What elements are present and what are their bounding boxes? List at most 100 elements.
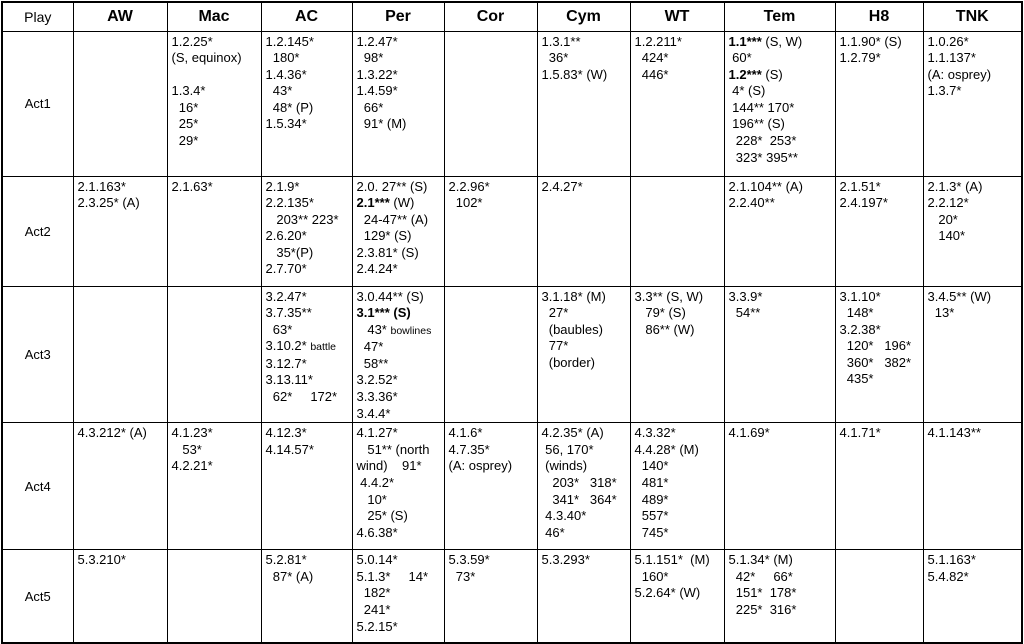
cell-Act1-Cym: 1.3.1** 36* 1.5.83* (W) <box>536 30 631 177</box>
table-row-Act5: Act5 5.3.210* 5.2.81* 87* (A) 5.0.14* 5.1.3*… <box>1 549 1023 644</box>
reference-line: 3.4.5** (W) <box>927 288 992 304</box>
column-header-Tem: Tem <box>723 1 836 32</box>
reference-line: 77* <box>541 338 569 354</box>
reference-line: 1.2.79* <box>839 50 881 66</box>
cell-Act4-H8: 4.1.71* <box>834 422 924 551</box>
table-row-Act3: Act3 3.2.47* 3.7.35** 63* 3.10.2* battle 3.1… <box>1 285 1023 424</box>
reference-line: 424* <box>634 50 669 66</box>
reference-line: (A: osprey) <box>448 458 513 474</box>
reference-line: 180* <box>265 50 300 66</box>
cell-Act3-Per: 3.0.44** (S) 3.1*** (S) 43* bowlines 47* … <box>351 285 445 424</box>
cell-Act3-Mac <box>166 285 262 424</box>
reference-line: 3.12.7* <box>265 355 307 371</box>
reference-line: 4.2.21* <box>171 458 213 474</box>
reference-line: 3.2.47* <box>265 288 307 304</box>
reference-line: 360* 382* <box>839 354 912 370</box>
reference-line: 5.3.293* <box>541 552 590 568</box>
reference-line: 1.1.90* (S) <box>839 33 902 49</box>
row-label-Act1: Act1 <box>1 30 74 177</box>
reference-line: 1.2*** (S) <box>728 66 783 82</box>
cell-Act2-Mac: 2.1.63* <box>166 175 262 287</box>
cell-Act5-Mac <box>166 549 262 644</box>
table-row-Act4: Act4 4.3.212* (A) 4.1.23* 53* 4.2.21* 4.12.3… <box>1 422 1023 551</box>
reference-line: 1.5.34* <box>265 116 307 132</box>
column-header-Per: Per <box>351 1 445 32</box>
reference-line: 1.1.137* <box>927 50 976 66</box>
reference-line: 144** 170* <box>728 99 795 115</box>
reference-line: 557* <box>634 508 669 524</box>
reference-line: 446* <box>634 66 669 82</box>
cell-Act5-TNK: 5.1.163* 5.4.82* <box>922 549 1023 644</box>
reference-line: 5.2.15* <box>356 618 398 634</box>
reference-line: 60* <box>728 50 752 66</box>
reference-line: 2.0. 27** (S) <box>356 178 428 194</box>
column-header-Cor: Cor <box>443 1 538 32</box>
reference-line: 2.1.9* <box>265 178 300 194</box>
reference-line: 2.7.70* <box>265 261 307 277</box>
cell-Act5-AW: 5.3.210* <box>72 549 168 644</box>
reference-line: 42* 66* <box>728 568 793 584</box>
reference-line: 2.3.81* (S) <box>356 244 419 260</box>
reference-line: 2.1*** (W) <box>356 195 415 211</box>
table-body: Act1 1.2.25* (S, equinox) 1.3.4* 16* 25* 29… <box>1 30 1023 644</box>
reference-line: 4.3.32* <box>634 425 676 441</box>
reference-line: 5.1.151* (M) <box>634 552 710 568</box>
cell-Act1-AC: 1.2.145* 180* 1.4.36* 43* 48* (P) 1.5.34* <box>260 30 353 177</box>
reference-line: 1.4.36* <box>265 66 307 82</box>
reference-line: 1.2.47* <box>356 33 398 49</box>
reference-line: 435* <box>839 371 874 387</box>
reference-line: 1.5.83* (W) <box>541 66 608 82</box>
column-header-H8: H8 <box>834 1 924 32</box>
reference-line: 3.7.35** <box>265 305 312 321</box>
reference-line: 66* <box>356 99 384 115</box>
reference-line: 203** 223* <box>265 211 339 227</box>
reference-line: 2.6.20* <box>265 228 307 244</box>
reference-line: 4.3.40* <box>541 508 587 524</box>
reference-line: 1.2.211* <box>634 33 682 49</box>
row-label-Act4: Act4 <box>1 422 74 551</box>
reference-line: 79* (S) <box>634 305 686 321</box>
cell-Act4-Cym: 4.2.35* (A) 56, 170* (winds) 203* 318* 3… <box>536 422 631 551</box>
reference-line: 1.3.7* <box>927 83 962 99</box>
reference-line: 140* <box>927 228 966 244</box>
reference-line: 5.1.3* 14* <box>356 568 429 584</box>
reference-line: 1.3.1** <box>541 33 581 49</box>
column-header-play: Play <box>1 1 74 32</box>
reference-line: 54** <box>728 305 761 321</box>
reference-line <box>172 67 259 84</box>
column-header-WT: WT <box>629 1 725 32</box>
row-label-Act5: Act5 <box>1 549 74 644</box>
reference-line: (S, equinox) <box>171 50 242 66</box>
reference-line: 241* <box>356 602 391 618</box>
reference-line: 3.4.4* <box>356 405 391 421</box>
reference-line: (baubles) <box>541 321 603 337</box>
cell-Act1-AW <box>72 30 168 177</box>
reference-line: 2.3.25* (A) <box>77 195 140 211</box>
reference-line: 56, 170* <box>541 441 594 457</box>
cell-Act2-TNK: 2.1.3* (A) 2.2.12* 20* 140* <box>922 175 1023 287</box>
header-row: Play AW Mac AC Per Cor Cym WT Tem H8 TNK <box>1 1 1023 32</box>
reference-line: 4.6.38* <box>356 524 398 540</box>
cell-Act2-WT <box>629 175 725 287</box>
reference-line: 3.2.38* <box>839 321 881 337</box>
reference-line: 228* 253* <box>728 133 797 149</box>
cell-Act5-Per: 5.0.14* 5.1.3* 14* 182* 241* 5.2.15* <box>351 549 445 644</box>
reference-line: 182* <box>356 585 391 601</box>
reference-line: 102* <box>448 195 483 211</box>
row-label-Act2: Act2 <box>1 175 74 287</box>
reference-line: 1.3.4* <box>171 83 206 99</box>
reference-line: 47* <box>356 339 384 355</box>
cell-Act4-Mac: 4.1.23* 53* 4.2.21* <box>166 422 262 551</box>
table-row-Act2: Act2 2.1.163* 2.3.25* (A) 2.1.63* 2.1.9* 2.2.… <box>1 175 1023 287</box>
reference-line: 4.1.23* <box>171 425 213 441</box>
reference-line: 225* 316* <box>728 602 797 618</box>
reference-line: 5.1.163* <box>927 552 976 568</box>
cell-Act1-H8: 1.1.90* (S) 1.2.79* <box>834 30 924 177</box>
reference-line: 51** (north <box>356 441 430 457</box>
reference-line: 86** (W) <box>634 321 695 337</box>
cell-Act5-AC: 5.2.81* 87* (A) <box>260 549 353 644</box>
reference-line: 4.1.6* <box>448 425 483 441</box>
reference-line: 4.14.57* <box>265 441 314 457</box>
reference-line: 5.1.34* (M) <box>728 552 793 568</box>
